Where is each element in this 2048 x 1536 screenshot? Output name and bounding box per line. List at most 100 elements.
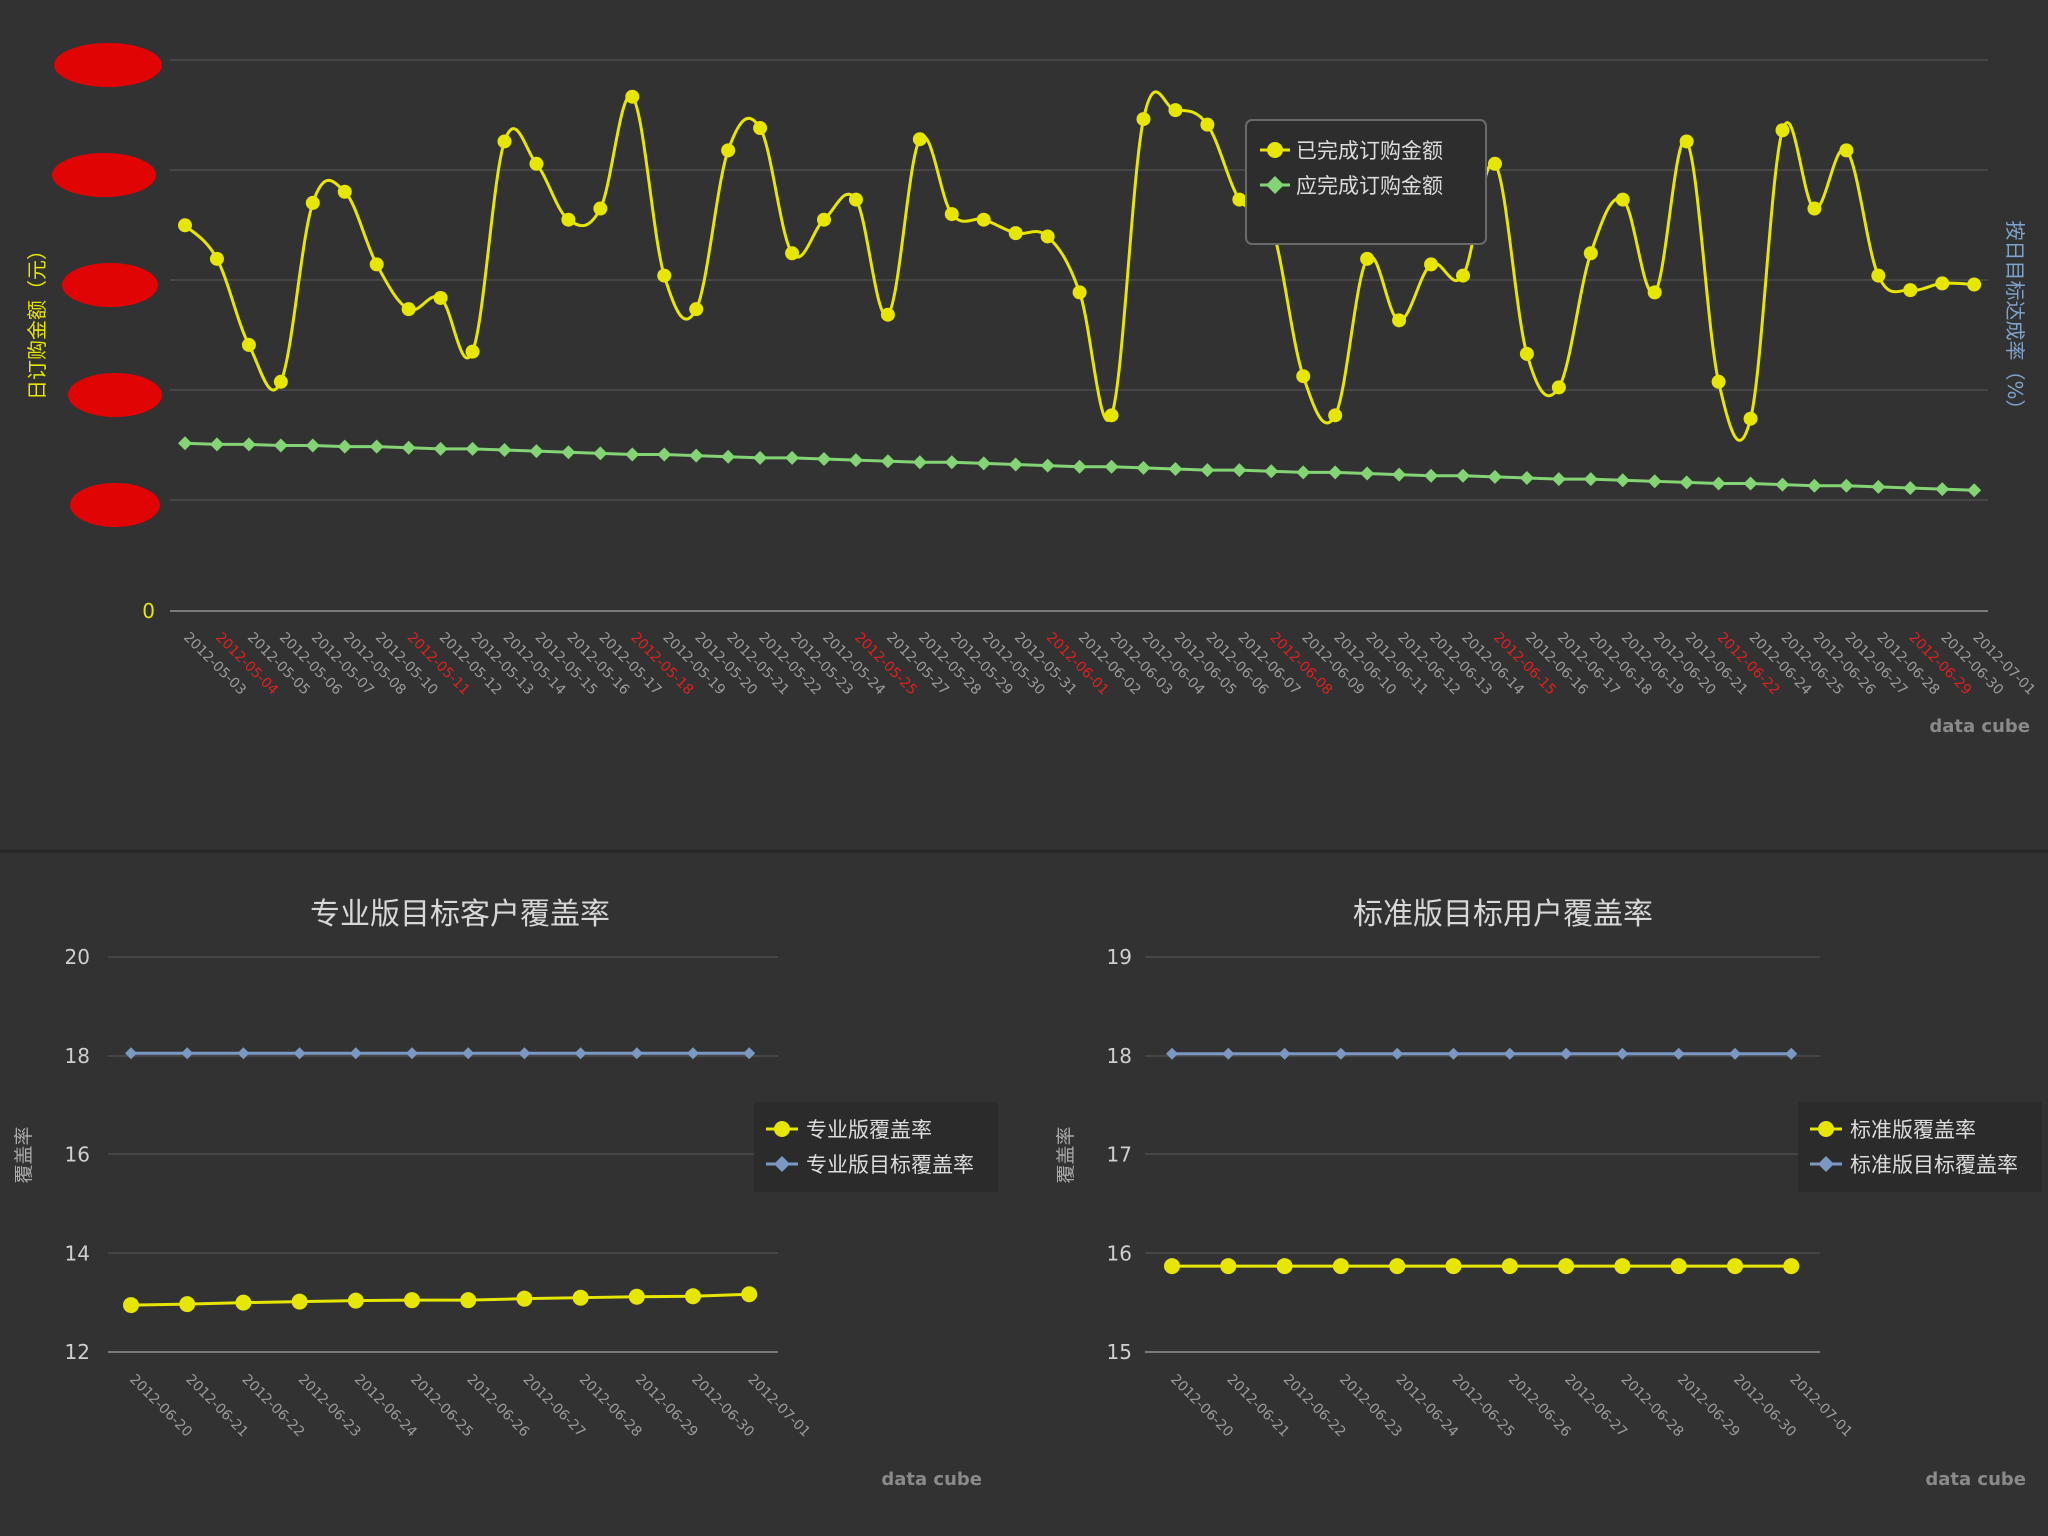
data-point [625, 89, 640, 104]
legend-item-std-coverage[interactable]: 标准版覆盖率 [1810, 1118, 1976, 1142]
data-point [1278, 1047, 1291, 1060]
data-point [209, 251, 224, 266]
br-credit: data cube [1925, 1469, 2026, 1490]
y-tick-label: 0 [142, 599, 155, 623]
data-point [944, 455, 959, 470]
data-point [529, 156, 544, 171]
data-point [460, 1292, 477, 1309]
data-point [753, 450, 768, 465]
data-point [235, 1294, 252, 1311]
data-point [1903, 283, 1918, 298]
br-series-group [1164, 1047, 1800, 1275]
legend-item-pro-target[interactable]: 专业版目标覆盖率 [766, 1153, 974, 1177]
legend-item-std-target[interactable]: 标准版目标覆盖率 [1810, 1153, 2018, 1177]
data-point [1785, 1047, 1798, 1060]
data-point [1503, 1047, 1516, 1060]
data-point [1424, 468, 1439, 483]
br-y-axis-title: 覆盖率 [1055, 1126, 1077, 1183]
data-point [657, 447, 672, 462]
data-point [1967, 277, 1982, 292]
data-point [465, 441, 480, 456]
data-point [497, 134, 512, 149]
data-point [1670, 1258, 1687, 1275]
top-credit: data cube [1929, 716, 2030, 737]
bl-legend-box [754, 1102, 998, 1192]
data-point [181, 1047, 194, 1060]
data-point [337, 439, 352, 454]
data-point [976, 212, 991, 227]
data-point [574, 1047, 587, 1060]
standard-coverage-chart: 标准版目标用户覆盖率 15 16 17 18 19 覆盖率 2012-06-202012… [1055, 897, 2042, 1490]
data-point [1501, 1258, 1518, 1275]
legend-item-target[interactable]: 应完成订购金额 [1260, 174, 1443, 198]
data-point [369, 439, 384, 454]
data-point [273, 374, 288, 389]
y-tick-label: 14 [65, 1241, 90, 1265]
data-point [1839, 478, 1854, 493]
data-point [1136, 112, 1151, 127]
obscured-y-label [62, 263, 158, 307]
data-point [1560, 1047, 1573, 1060]
data-point [1783, 1258, 1800, 1275]
data-point [1456, 268, 1470, 283]
data-point [721, 449, 736, 464]
data-point [305, 195, 320, 210]
data-point [1072, 459, 1087, 474]
br-gridlines [1145, 956, 1820, 1254]
data-point [1487, 469, 1502, 484]
data-point [349, 1047, 362, 1060]
legend-label: 已完成订购金额 [1296, 139, 1443, 163]
data-point [817, 212, 831, 227]
y-tick-label: 18 [65, 1044, 90, 1068]
data-point [1743, 476, 1758, 491]
data-point [657, 268, 672, 283]
data-point [404, 1292, 420, 1309]
data-point [1136, 460, 1151, 475]
data-point [1456, 468, 1470, 483]
data-point [179, 1296, 196, 1313]
data-point [1711, 476, 1726, 491]
data-point [1903, 481, 1918, 496]
data-point [685, 1288, 701, 1305]
data-point [1967, 483, 1982, 498]
data-point [1616, 1047, 1629, 1060]
obscured-y-label [70, 483, 160, 527]
data-point [687, 1047, 699, 1060]
data-point [241, 437, 256, 452]
data-point [1264, 464, 1279, 479]
data-point [625, 447, 640, 462]
data-point [1807, 201, 1822, 216]
data-point [1222, 1047, 1235, 1060]
data-point [406, 1047, 418, 1060]
legend-item-pro-coverage[interactable]: 专业版覆盖率 [766, 1118, 932, 1142]
y-tick-label: 16 [65, 1143, 90, 1167]
data-point [848, 453, 863, 468]
data-point [880, 307, 895, 322]
legend-label: 标准版覆盖率 [1850, 1118, 1976, 1142]
data-point [1008, 457, 1023, 472]
data-point [1220, 1258, 1237, 1275]
yellow-dot-icon [774, 1121, 790, 1137]
data-point [1232, 463, 1247, 478]
data-point [572, 1289, 589, 1306]
data-point [1583, 472, 1598, 487]
legend-item-completed[interactable]: 已完成订购金额 [1260, 139, 1443, 163]
data-point [293, 1047, 306, 1060]
bl-legend: 专业版覆盖率 专业版目标覆盖率 [754, 1102, 998, 1192]
data-point [1583, 246, 1598, 261]
data-point [1040, 229, 1055, 244]
data-point [518, 1047, 531, 1060]
data-point [1775, 123, 1790, 138]
data-point [1200, 463, 1215, 478]
data-point [347, 1292, 364, 1309]
data-point [785, 450, 800, 465]
y-tick-label: 18 [1107, 1044, 1132, 1068]
data-point [1328, 408, 1343, 423]
data-point [291, 1293, 308, 1310]
blue-diamond-icon [1818, 1156, 1834, 1172]
top-legend: 已完成订购金额 应完成订购金额 [1245, 119, 1487, 245]
yellow-dot-icon [1818, 1121, 1834, 1137]
bl-y-axis-title: 覆盖率 [13, 1126, 35, 1183]
data-point [433, 290, 448, 305]
data-point [369, 257, 384, 272]
